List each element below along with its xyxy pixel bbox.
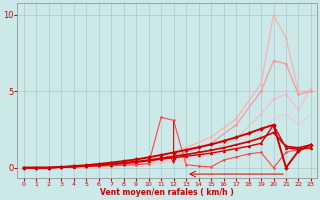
X-axis label: Vent moyen/en rafales ( km/h ): Vent moyen/en rafales ( km/h )	[100, 188, 234, 197]
